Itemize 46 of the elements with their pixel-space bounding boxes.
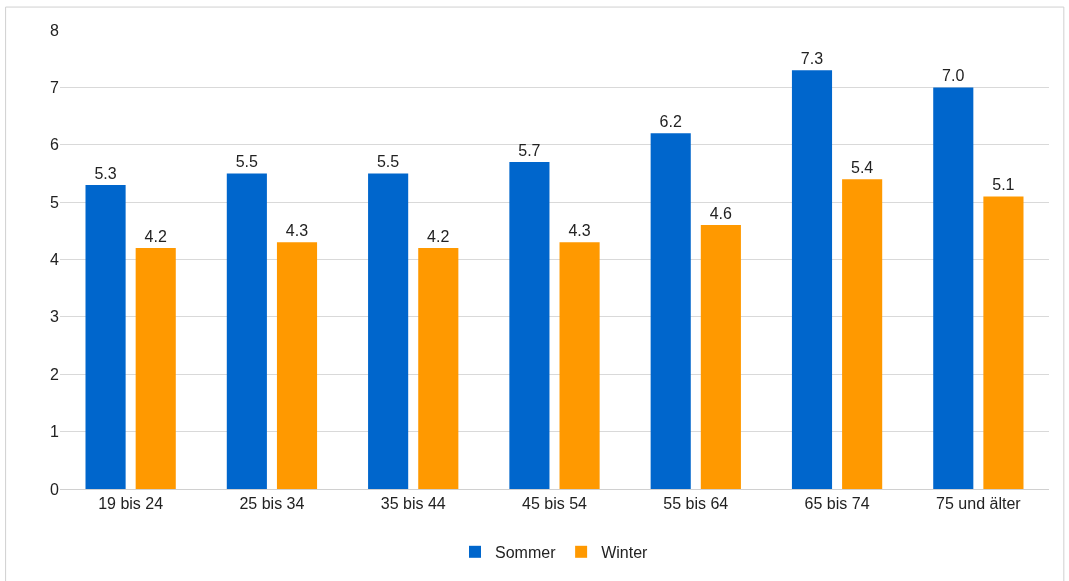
bar bbox=[933, 87, 974, 489]
data-label: 5.5 bbox=[376, 153, 400, 171]
legend-label: Sommer bbox=[495, 544, 557, 562]
legend-label: Winter bbox=[601, 544, 649, 562]
bar bbox=[418, 248, 459, 489]
x-tick-label: 35 bis 44 bbox=[380, 495, 446, 513]
x-tick-label: 65 bis 74 bbox=[804, 495, 870, 513]
bar bbox=[509, 161, 550, 489]
data-label: 4.6 bbox=[709, 205, 733, 223]
y-tick-label: 6 bbox=[50, 136, 60, 154]
y-tick-label: 1 bbox=[50, 423, 60, 441]
y-tick-label: 3 bbox=[50, 308, 60, 326]
y-tick-label: 4 bbox=[50, 251, 60, 269]
data-label: 4.3 bbox=[285, 222, 309, 240]
data-label: 5.3 bbox=[94, 164, 117, 182]
data-label: 7.3 bbox=[800, 50, 824, 68]
data-label: 7.0 bbox=[942, 67, 965, 85]
bar bbox=[983, 196, 1024, 489]
bar bbox=[650, 133, 691, 489]
data-label: 5.4 bbox=[850, 159, 874, 177]
data-label: 5.1 bbox=[992, 176, 1015, 194]
y-tick-label: 5 bbox=[50, 193, 60, 211]
bar bbox=[791, 70, 833, 489]
bar bbox=[559, 242, 600, 489]
data-label: 5.5 bbox=[235, 153, 259, 171]
bar bbox=[700, 225, 741, 489]
data-label: 4.2 bbox=[427, 228, 450, 246]
bar bbox=[135, 248, 176, 489]
bar bbox=[368, 173, 409, 489]
data-label: 4.3 bbox=[568, 222, 591, 240]
data-label: 5.7 bbox=[518, 141, 541, 159]
bar bbox=[85, 184, 126, 489]
x-tick-label: 25 bis 34 bbox=[239, 495, 305, 513]
x-tick-label: 19 bis 24 bbox=[98, 495, 164, 513]
y-tick-label: 7 bbox=[50, 78, 60, 96]
x-tick-label: 45 bis 54 bbox=[522, 495, 588, 513]
data-label: 6.2 bbox=[659, 113, 682, 131]
y-tick-label: 0 bbox=[50, 480, 60, 498]
y-tick-label: 2 bbox=[50, 365, 60, 383]
y-tick-label: 8 bbox=[50, 21, 60, 39]
bar bbox=[226, 173, 267, 489]
bar bbox=[842, 179, 883, 489]
x-tick-label: 55 bis 64 bbox=[663, 495, 729, 513]
bar bbox=[276, 242, 318, 489]
data-label: 4.2 bbox=[144, 228, 167, 246]
x-tick-label: 75 und älter bbox=[936, 495, 1022, 513]
